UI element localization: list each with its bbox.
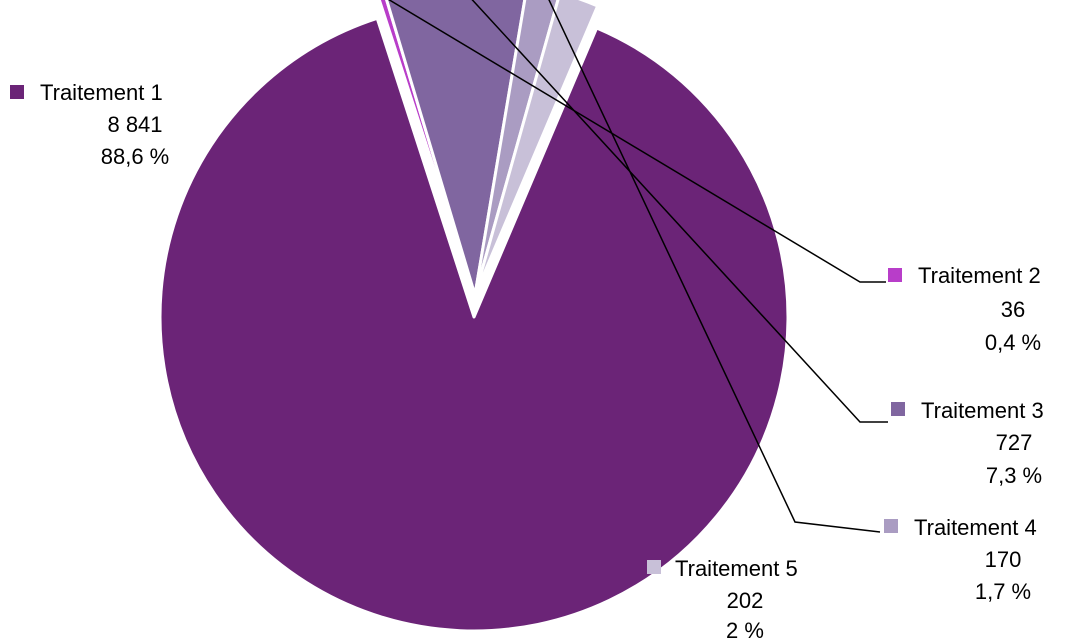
slice-label-value-traitement-1: 8 841 [107,112,162,137]
slice-label-percent-traitement-2: 0,4 % [985,330,1041,355]
slice-label-value-traitement-2: 36 [1001,297,1025,322]
pie-slice-traitement-3 [385,0,527,297]
label-traitement-2: Traitement 2 36 0,4 % [888,263,1041,355]
slice-label-name-traitement-4: Traitement 4 [914,515,1037,540]
legend-swatch-traitement-4 [884,519,898,533]
legend-swatch-traitement-2 [888,268,902,282]
label-traitement-1: Traitement 1 8 841 88,6 % [10,80,169,169]
pie-slice-traitement-4 [473,0,560,297]
legend-swatch-traitement-1 [10,85,24,99]
slice-label-percent-traitement-4: 1,7 % [975,579,1031,604]
slice-label-percent-traitement-3: 7,3 % [986,463,1042,488]
pie-slices [158,0,790,633]
slice-label-percent-traitement-1: 88,6 % [101,144,170,169]
slice-label-value-traitement-4: 170 [985,547,1022,572]
pie-slice-traitement-2 [377,0,477,297]
slice-label-name-traitement-5: Traitement 5 [675,556,798,581]
pie-slice-traitement-5 [473,0,600,297]
label-traitement-5: Traitement 5 202 2 % [647,556,798,643]
leader-line-traitement-4 [548,0,881,533]
leader-lines [388,0,888,533]
slice-label-percent-traitement-5: 2 % [726,618,764,643]
slice-label-name-traitement-3: Traitement 3 [921,398,1044,423]
label-traitement-3: Traitement 3 727 7,3 % [891,398,1044,488]
leader-line-traitement-2 [388,0,886,283]
slice-label-value-traitement-3: 727 [996,430,1033,455]
legend-swatch-traitement-5 [647,560,661,574]
leader-line-traitement-3 [471,0,888,423]
pie-slice-traitement-1 [158,16,790,633]
legend-swatch-traitement-3 [891,402,905,416]
slice-label-value-traitement-5: 202 [727,588,764,613]
slice-label-name-traitement-2: Traitement 2 [918,263,1041,288]
label-traitement-4: Traitement 4 170 1,7 % [884,515,1037,604]
slice-label-name-traitement-1: Traitement 1 [40,80,163,105]
